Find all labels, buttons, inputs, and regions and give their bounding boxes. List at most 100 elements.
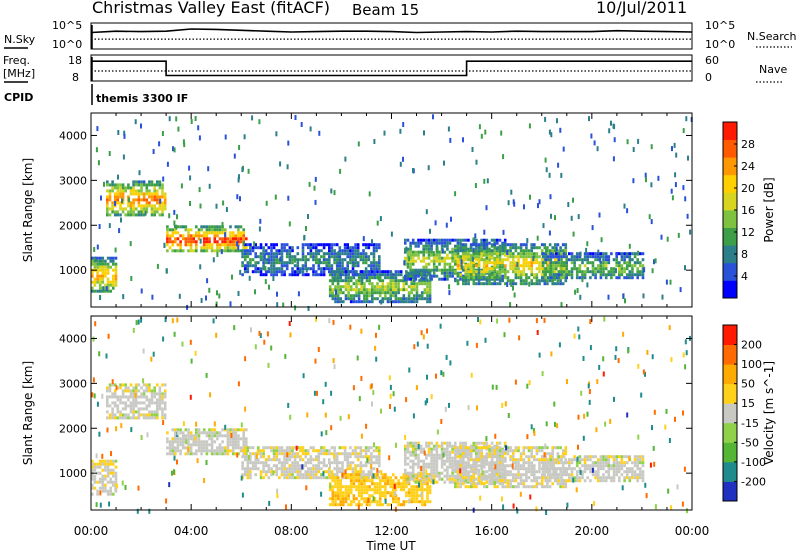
cell bbox=[373, 467, 376, 470]
cell bbox=[208, 237, 211, 240]
cell bbox=[299, 258, 302, 261]
cell bbox=[509, 485, 512, 488]
cell bbox=[206, 246, 209, 249]
cell bbox=[268, 246, 271, 249]
cell bbox=[148, 183, 151, 186]
cell bbox=[465, 252, 468, 255]
cell bbox=[166, 249, 169, 252]
cell bbox=[520, 264, 523, 267]
cell bbox=[273, 267, 276, 270]
cell bbox=[362, 261, 365, 264]
cell bbox=[467, 255, 470, 258]
cell bbox=[270, 261, 273, 264]
cell bbox=[528, 252, 531, 255]
cell bbox=[358, 273, 361, 276]
cell bbox=[115, 478, 118, 481]
cell bbox=[491, 455, 494, 458]
cell bbox=[615, 467, 618, 470]
cell bbox=[177, 243, 180, 246]
speckle bbox=[306, 268, 308, 273]
cell bbox=[444, 257, 447, 260]
cell bbox=[124, 413, 127, 416]
cell bbox=[148, 180, 151, 183]
cell bbox=[130, 404, 133, 407]
cell bbox=[486, 264, 489, 267]
cell bbox=[504, 470, 507, 473]
cell bbox=[109, 493, 112, 496]
cell bbox=[491, 249, 494, 252]
cell bbox=[473, 279, 476, 282]
speckle bbox=[671, 146, 673, 151]
cell bbox=[576, 473, 579, 476]
cell bbox=[249, 258, 252, 261]
cell bbox=[515, 476, 518, 479]
cell bbox=[480, 442, 483, 445]
speckle bbox=[508, 200, 510, 205]
cell bbox=[187, 243, 190, 246]
cell bbox=[491, 257, 494, 260]
cell bbox=[260, 243, 263, 246]
cell bbox=[124, 407, 127, 410]
cell bbox=[232, 446, 235, 449]
cell bbox=[412, 239, 415, 242]
cell bbox=[366, 270, 369, 273]
cell bbox=[122, 401, 125, 404]
speckle bbox=[249, 276, 251, 281]
cell bbox=[436, 254, 439, 257]
cell bbox=[375, 261, 378, 264]
cell bbox=[315, 473, 318, 476]
cell bbox=[333, 261, 336, 264]
cell bbox=[350, 473, 353, 476]
cell bbox=[337, 288, 340, 291]
cell bbox=[565, 470, 568, 473]
cell bbox=[488, 249, 491, 252]
cell bbox=[515, 255, 518, 258]
cell bbox=[480, 239, 483, 242]
cell bbox=[283, 461, 286, 464]
cell bbox=[151, 413, 154, 416]
cell bbox=[156, 401, 159, 404]
cell bbox=[478, 446, 481, 449]
cell bbox=[451, 248, 454, 251]
speckle bbox=[614, 137, 616, 142]
cell bbox=[185, 243, 188, 246]
cell bbox=[337, 485, 340, 488]
cell bbox=[337, 488, 340, 491]
cell bbox=[438, 260, 441, 263]
cell bbox=[182, 434, 185, 437]
cell bbox=[132, 401, 135, 404]
cell bbox=[594, 470, 597, 473]
cell bbox=[639, 261, 642, 264]
cell bbox=[254, 255, 257, 258]
cell bbox=[375, 267, 378, 270]
speckle bbox=[601, 237, 603, 242]
cell bbox=[491, 273, 494, 276]
cell bbox=[171, 234, 174, 237]
cell bbox=[408, 285, 411, 288]
cell bbox=[148, 389, 151, 392]
cell bbox=[235, 443, 238, 446]
cell bbox=[166, 234, 169, 237]
cell bbox=[530, 446, 533, 449]
cell bbox=[275, 452, 278, 455]
speckle bbox=[503, 230, 505, 235]
cell bbox=[161, 201, 164, 204]
cell bbox=[334, 285, 337, 288]
cell bbox=[203, 446, 206, 449]
cell bbox=[425, 478, 428, 481]
cell bbox=[318, 458, 321, 461]
cell bbox=[600, 479, 603, 482]
cell bbox=[533, 282, 536, 285]
cell bbox=[354, 249, 357, 252]
cell bbox=[102, 257, 105, 260]
cell bbox=[451, 239, 454, 242]
cell bbox=[530, 282, 533, 285]
cell bbox=[333, 255, 336, 258]
cell bbox=[289, 261, 292, 264]
cell bbox=[428, 442, 431, 445]
cell bbox=[623, 255, 626, 258]
cell bbox=[441, 478, 444, 481]
cell bbox=[169, 449, 172, 452]
cell bbox=[560, 255, 563, 258]
cell bbox=[465, 461, 468, 464]
